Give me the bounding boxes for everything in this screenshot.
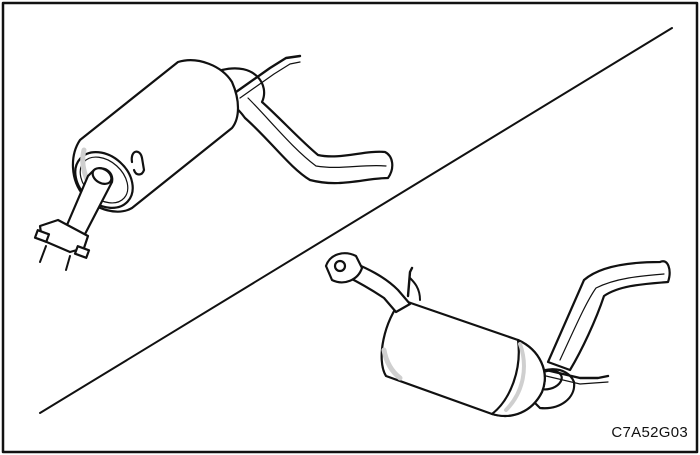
muffler-top-left: [33, 54, 394, 271]
tailpipe-top-left: [213, 67, 394, 185]
muffler-bottom-right: [324, 252, 671, 418]
tailpipe-bottom-right: [546, 260, 671, 372]
hanger-rod-bottom-right-b: [409, 277, 421, 301]
diagonal-divider: [39, 27, 673, 414]
inlet-pipe-bottom-right: [344, 260, 412, 314]
hanger-top-left: [130, 150, 146, 176]
hanger-rod-bottom-right-c: [544, 368, 610, 380]
figure-code-label: C7A52G03: [611, 424, 688, 441]
hanger-rod-bottom-right-a: [406, 266, 414, 298]
hanger-rod-top-left: [234, 54, 302, 94]
